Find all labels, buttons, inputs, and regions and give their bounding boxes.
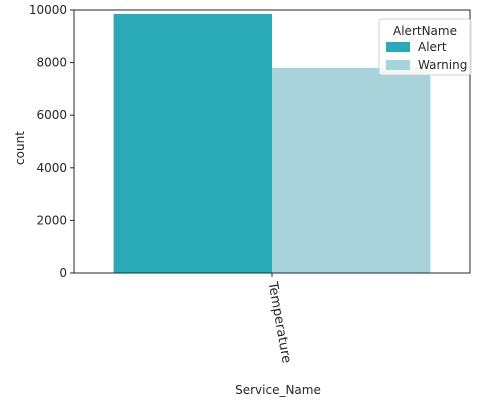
y-tick-label: 6000 xyxy=(36,108,67,122)
y-tick-label: 10000 xyxy=(29,3,67,17)
legend-swatch-alert xyxy=(386,42,410,52)
y-tick-label: 4000 xyxy=(36,161,67,175)
legend-swatch-warning xyxy=(386,60,410,70)
y-tick-label: 8000 xyxy=(36,56,67,70)
bar-warning-temperature xyxy=(272,67,431,273)
legend-label-alert: Alert xyxy=(418,40,447,54)
x-tick-label: Temperature xyxy=(264,280,293,365)
axis-layer: 0 2000 4000 6000 8000 10000 Temperature xyxy=(29,3,471,365)
legend-entries: Alert Warning xyxy=(386,40,467,72)
y-tick-label: 0 xyxy=(59,266,67,280)
plot-layer xyxy=(113,13,431,273)
legend: AlertName Alert Warning xyxy=(378,18,472,76)
y-axis-label: count xyxy=(13,131,27,165)
legend-title: AlertName xyxy=(393,24,457,38)
legend-label-warning: Warning xyxy=(418,58,467,72)
y-tick-label: 2000 xyxy=(36,213,67,227)
x-axis-label: Service_Name xyxy=(235,383,321,397)
bar-alert-temperature xyxy=(113,13,272,273)
